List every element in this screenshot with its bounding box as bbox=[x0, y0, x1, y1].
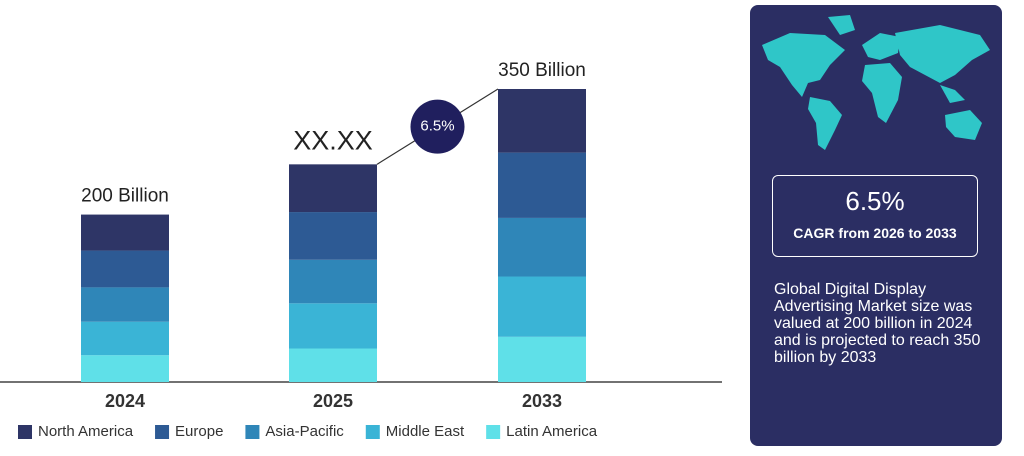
legend-label: Asia-Pacific bbox=[265, 423, 344, 440]
bar-segment bbox=[289, 164, 377, 213]
bar-segment bbox=[498, 276, 586, 337]
legend-label: Middle East bbox=[386, 423, 465, 440]
cagr-annotation: 6.5% bbox=[420, 118, 454, 135]
total-label: XX.XX bbox=[293, 125, 373, 155]
legend-swatch bbox=[365, 425, 380, 439]
bar-segment bbox=[289, 303, 377, 349]
bar-segment bbox=[289, 259, 377, 304]
legend-label: Latin America bbox=[506, 423, 598, 440]
legend-label: North America bbox=[38, 423, 134, 440]
legend-swatch bbox=[18, 425, 32, 439]
bar-segment bbox=[81, 321, 169, 356]
world-map bbox=[762, 15, 990, 150]
info-panel: 6.5% CAGR from 2026 to 2033 Global Digit… bbox=[750, 5, 1002, 446]
legend-label: Europe bbox=[175, 423, 223, 440]
bar-segment bbox=[498, 217, 586, 277]
bar-segment bbox=[289, 212, 377, 260]
legend-swatch bbox=[245, 425, 260, 439]
bar-segment bbox=[498, 336, 586, 382]
bar-segment bbox=[498, 152, 586, 218]
x-tick-label: 2033 bbox=[522, 391, 562, 411]
cagr-value: 6.5% bbox=[845, 186, 905, 216]
total-label: 350 Billion bbox=[498, 60, 586, 81]
legend-swatch bbox=[486, 425, 501, 439]
bar-segment bbox=[81, 355, 169, 382]
chart: 2024 2025 2033 200 Billion XX.XX 350 Billion 6… bbox=[0, 60, 722, 440]
legend-swatch bbox=[155, 425, 170, 439]
bar-segment bbox=[289, 348, 377, 382]
cagr-box: 6.5% CAGR from 2026 to 2033 bbox=[772, 175, 978, 257]
x-tick-label: 2024 bbox=[105, 391, 145, 411]
bar-segment bbox=[498, 89, 586, 153]
cagr-label: CAGR from 2026 to 2033 bbox=[793, 225, 957, 241]
cagr-bubble bbox=[410, 99, 465, 154]
bar-segment bbox=[81, 214, 169, 251]
bar-segment bbox=[81, 287, 169, 322]
description: Global Digital Display Advertising Marke… bbox=[774, 281, 981, 366]
total-label: 200 Billion bbox=[81, 186, 169, 207]
bar-segment bbox=[81, 250, 169, 288]
x-tick-label: 2025 bbox=[313, 391, 353, 411]
